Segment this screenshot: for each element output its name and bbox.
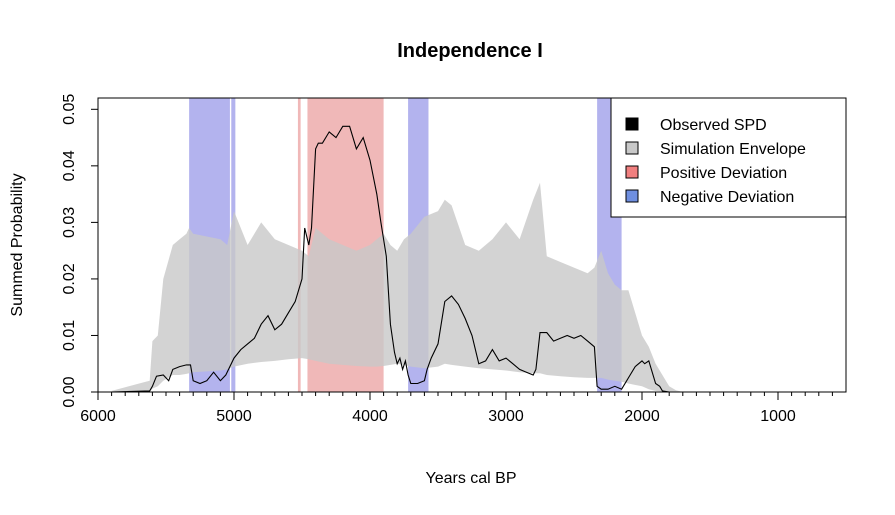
- legend: Observed SPD Simulation Envelope Positive …: [610, 97, 847, 218]
- y-axis-title: Summed Probability: [9, 173, 26, 316]
- x-tick-label: 3000: [488, 408, 524, 425]
- legend-key: [625, 141, 639, 155]
- x-tick-label: 2000: [624, 408, 660, 425]
- x-tick-label: 4000: [352, 408, 388, 425]
- x-tick-label: 5000: [216, 408, 252, 425]
- x-axis-title: Years cal BP: [425, 470, 516, 487]
- legend-label: Positive Deviation: [660, 165, 787, 182]
- observed-spd-line: [111, 125, 670, 393]
- positive-deviation-band: [297, 98, 301, 392]
- x-tick-label: 1000: [760, 408, 796, 425]
- observed-spd-layer: [111, 125, 670, 393]
- simulation-envelope: [111, 182, 683, 392]
- y-tick-label: 0.01: [61, 320, 78, 351]
- legend-key: [625, 165, 639, 179]
- legend-key: [625, 189, 639, 203]
- plot-frame: [97, 97, 847, 393]
- x-tick-label: 6000: [80, 408, 116, 425]
- legend-label: Observed SPD: [660, 117, 767, 134]
- y-tick-label: 0.05: [61, 94, 78, 125]
- y-tick-label: 0.00: [61, 376, 78, 407]
- y-tick-label: 0.04: [61, 150, 78, 181]
- y-tick-label: 0.03: [61, 207, 78, 238]
- y-tick-label: 0.02: [61, 263, 78, 294]
- legend-label: Negative Deviation: [660, 189, 794, 206]
- axes: 6000 5000 4000 3000 2000 1000 0.00 0.01 0.02 0.03…: [61, 94, 847, 425]
- chart-title: Independence I: [397, 40, 543, 62]
- legend-key: [625, 117, 639, 131]
- legend-box: [610, 97, 847, 218]
- simulation-envelope-layer: [111, 182, 683, 392]
- legend-label: Simulation Envelope: [660, 141, 806, 158]
